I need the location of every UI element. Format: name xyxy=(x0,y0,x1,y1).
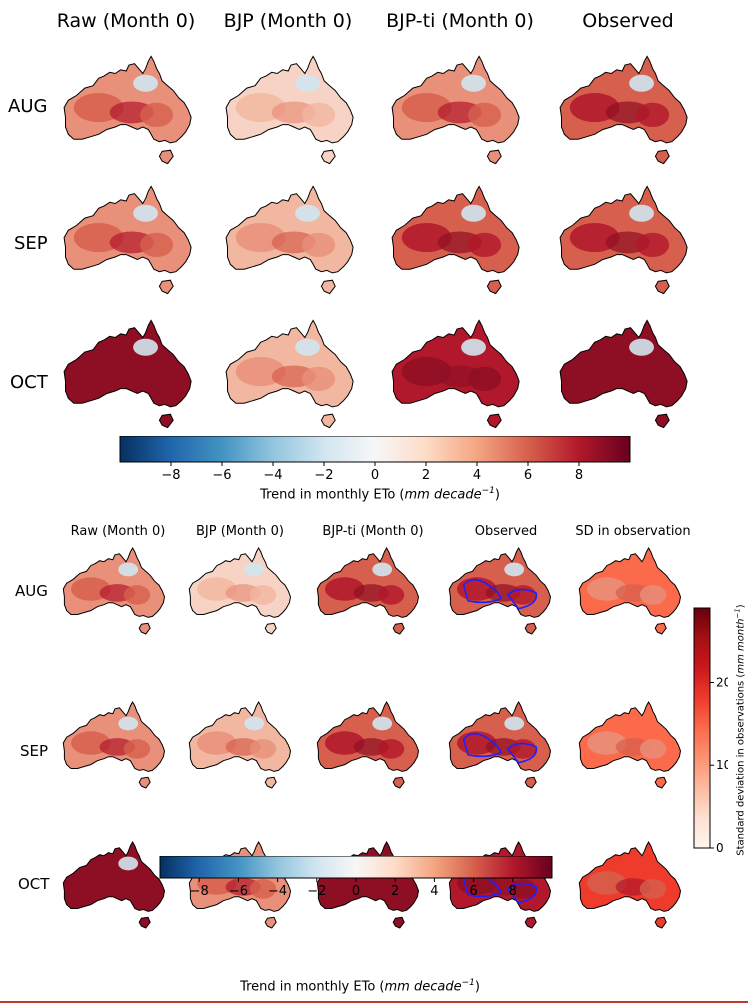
top-colorbar-tick-label: 8 xyxy=(575,468,583,483)
bottom-map-r2-c4 xyxy=(578,840,682,929)
bottom-colorbar-tick-label: −6 xyxy=(229,884,248,898)
bottom-map-r2-c0 xyxy=(62,840,166,929)
top-map-r0-c3 xyxy=(559,55,688,165)
bottom-map-r1-c3 xyxy=(448,700,552,789)
top-colorbar-label-unit: mm decade xyxy=(404,487,482,503)
bottom-map-grid xyxy=(62,546,682,929)
bottom-row-label-aug: AUG xyxy=(15,582,48,600)
sd-colorbar-label-exp: −1 xyxy=(733,608,742,619)
bottom-map-r1-c4 xyxy=(578,700,682,789)
sd-colorbar-label-unit: mm month xyxy=(735,618,747,674)
top-map-r1-c2 xyxy=(391,185,520,295)
bottom-map-r1-c0 xyxy=(62,700,166,789)
bottom-row-label-oct: OCT xyxy=(18,875,50,893)
bottom-colorbar-label: Trend in monthly ETo (mm decade−1) xyxy=(150,978,570,994)
bottom-colorbar-label-suffix: ) xyxy=(474,979,480,995)
top-colorbar-tick-label: −2 xyxy=(314,468,333,483)
bottom-col-title-sd: SD in observation xyxy=(575,524,691,539)
bottom-colorbar-tick-label: 8 xyxy=(509,884,517,898)
top-colorbar-tick-label: 2 xyxy=(422,468,430,483)
top-map-grid xyxy=(63,55,688,429)
bottom-colorbar-tick-label: −2 xyxy=(307,884,326,898)
top-map-r2-c3 xyxy=(559,319,688,429)
top-map-r0-c0 xyxy=(63,55,192,165)
top-col-title-bjp: BJP (Month 0) xyxy=(223,10,353,32)
footer-divider xyxy=(0,1001,748,1003)
top-map-r2-c0 xyxy=(63,319,192,429)
sd-colorbar-tick-label: 20 xyxy=(716,675,728,689)
top-colorbar-label: Trend in monthly ETo (mm decade−1) xyxy=(120,486,640,502)
top-col-title-bjp-ti: BJP-ti (Month 0) xyxy=(386,10,534,32)
top-colorbar-label-suffix: ) xyxy=(494,487,500,503)
bottom-colorbar-tick-label: 4 xyxy=(430,884,438,898)
top-map-r2-c2 xyxy=(391,319,520,429)
top-row-label-aug: AUG xyxy=(8,96,48,117)
top-map-r1-c3 xyxy=(559,185,688,295)
top-map-r0-c1 xyxy=(225,55,354,165)
sd-colorbar-label-suffix: ) xyxy=(735,604,747,609)
bottom-colorbar: −8 −6 −4 −2 0 2 4 6 8 xyxy=(159,856,553,898)
bottom-col-title-bjp: BJP (Month 0) xyxy=(195,524,285,539)
bottom-map-r0-c1 xyxy=(188,546,292,635)
bottom-colorbar-tick-label: 6 xyxy=(469,884,477,898)
bottom-row-label-sep: SEP xyxy=(20,742,49,760)
bottom-map-r0-c4 xyxy=(578,546,682,635)
top-colorbar-tick-label: 4 xyxy=(473,468,481,483)
bottom-map-r0-c0 xyxy=(62,546,166,635)
top-map-r2-c1 xyxy=(225,319,354,429)
top-colorbar: −8 −6 −4 −2 0 2 4 6 8 xyxy=(119,436,631,483)
bottom-colorbar-tick-label: −8 xyxy=(190,884,209,898)
top-colorbar-tick-label: 0 xyxy=(371,468,379,483)
top-colorbar-tick-label: −6 xyxy=(212,468,231,483)
bottom-col-title-observed: Observed xyxy=(474,524,538,539)
bottom-map-r1-c1 xyxy=(188,700,292,789)
top-row-label-sep: SEP xyxy=(14,233,48,254)
top-col-title-raw: Raw (Month 0) xyxy=(56,10,196,32)
sd-colorbar: 0 10 20 xyxy=(693,607,728,855)
top-colorbar-tick-label: 6 xyxy=(524,468,532,483)
top-colorbar-tick-label: −4 xyxy=(263,468,282,483)
bottom-map-r0-c2 xyxy=(316,546,420,635)
top-colorbar-tick-label: −8 xyxy=(161,468,180,483)
top-map-r1-c0 xyxy=(63,185,192,295)
sd-colorbar-tick-label: 10 xyxy=(716,758,728,772)
bottom-colorbar-label-prefix: Trend in monthly ETo ( xyxy=(240,979,385,995)
sd-colorbar-tick-label: 0 xyxy=(716,841,724,855)
bottom-colorbar-tick-label: 0 xyxy=(352,884,360,898)
bottom-col-title-bjp-ti: BJP-ti (Month 0) xyxy=(322,524,424,539)
top-colorbar-label-exp: −1 xyxy=(481,486,495,496)
top-map-r0-c2 xyxy=(391,55,520,165)
bottom-colorbar-label-exp: −1 xyxy=(461,978,475,988)
bottom-col-title-raw: Raw (Month 0) xyxy=(70,524,166,539)
bottom-colorbar-label-unit: mm decade xyxy=(384,979,462,995)
top-row-label-oct: OCT xyxy=(10,372,48,393)
sd-colorbar-label-prefix: Standard deviation in observations ( xyxy=(735,673,747,856)
top-col-title-observed: Observed xyxy=(582,10,674,32)
sd-colorbar-label: Standard deviation in observations (mm m… xyxy=(733,600,746,860)
top-map-r1-c1 xyxy=(225,185,354,295)
bottom-map-r1-c2 xyxy=(316,700,420,789)
top-colorbar-bar xyxy=(119,436,631,463)
sd-colorbar-bar xyxy=(693,607,711,849)
bottom-colorbar-tick-label: −4 xyxy=(268,884,287,898)
bottom-colorbar-bar xyxy=(159,856,553,879)
bottom-colorbar-tick-label: 2 xyxy=(391,884,399,898)
bottom-map-r0-c3 xyxy=(448,546,552,635)
top-colorbar-label-prefix: Trend in monthly ETo ( xyxy=(260,487,405,503)
